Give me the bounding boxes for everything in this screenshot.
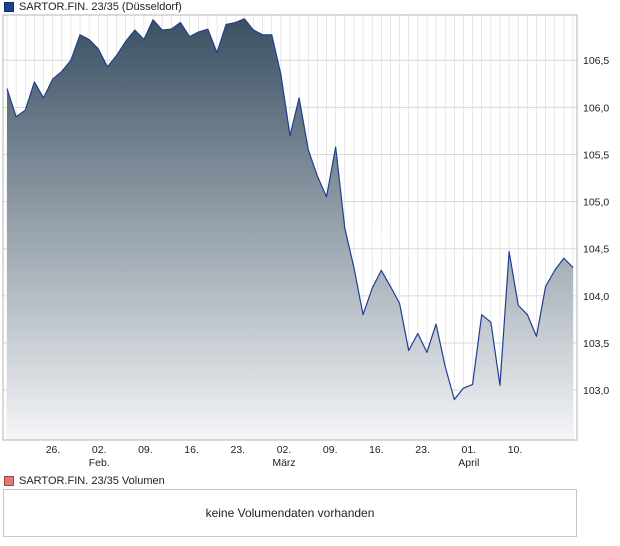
x-tick-label: 09. [323,444,338,456]
x-tick-label: 02. [277,444,292,456]
x-tick-label: 01. [461,444,476,456]
watermark: ECK [348,226,395,251]
y-tick-label: 105,0 [583,197,609,209]
x-tick-label: 23. [230,444,245,456]
price-legend-label: SARTOR.FIN. 23/35 (Düsseldorf) [19,1,182,13]
x-tick-sublabel: April [458,457,479,469]
price-legend: SARTOR.FIN. 23/35 (Düsseldorf) [4,0,182,14]
y-tick-label: 103,0 [583,385,609,397]
x-tick-label: 26. [46,444,61,456]
x-tick-label: 10. [508,444,523,456]
no-volume-message: keine Volumendaten vorhanden [205,506,375,520]
volume-legend: SARTOR.FIN. 23/35 Volumen [4,474,165,488]
x-tick-label: 02. [92,444,107,456]
price-legend-swatch [4,2,14,12]
price-line [6,18,574,401]
volume-legend-swatch [4,476,14,486]
price-chart: ECK 103,0103,5104,0104,5105,0105,5106,01… [2,14,609,469]
y-tick-label: 103,5 [583,338,609,350]
x-tick-label: 23. [415,444,430,456]
x-tick-label: 16. [369,444,384,456]
y-tick-label: 105,5 [583,149,609,161]
x-tick-sublabel: März [272,457,295,469]
y-tick-label: 104,5 [583,244,609,256]
volume-panel: keine Volumendaten vorhanden [3,489,577,537]
x-tick-sublabel: Feb. [89,457,110,469]
x-tick-label: 16. [184,444,199,456]
x-tick-label: 09. [138,444,153,456]
y-tick-label: 106,5 [583,55,609,67]
y-axis-labels: 103,0 103,5 104,0 104,5 105,0 105,5 106,0 106,5 [583,55,609,397]
volume-legend-label: SARTOR.FIN. 23/35 Volumen [19,475,165,487]
y-tick-label: 104,0 [583,291,609,303]
price-area [7,18,573,441]
plot-frame [2,14,578,441]
y-tick-label: 106,0 [583,102,609,114]
